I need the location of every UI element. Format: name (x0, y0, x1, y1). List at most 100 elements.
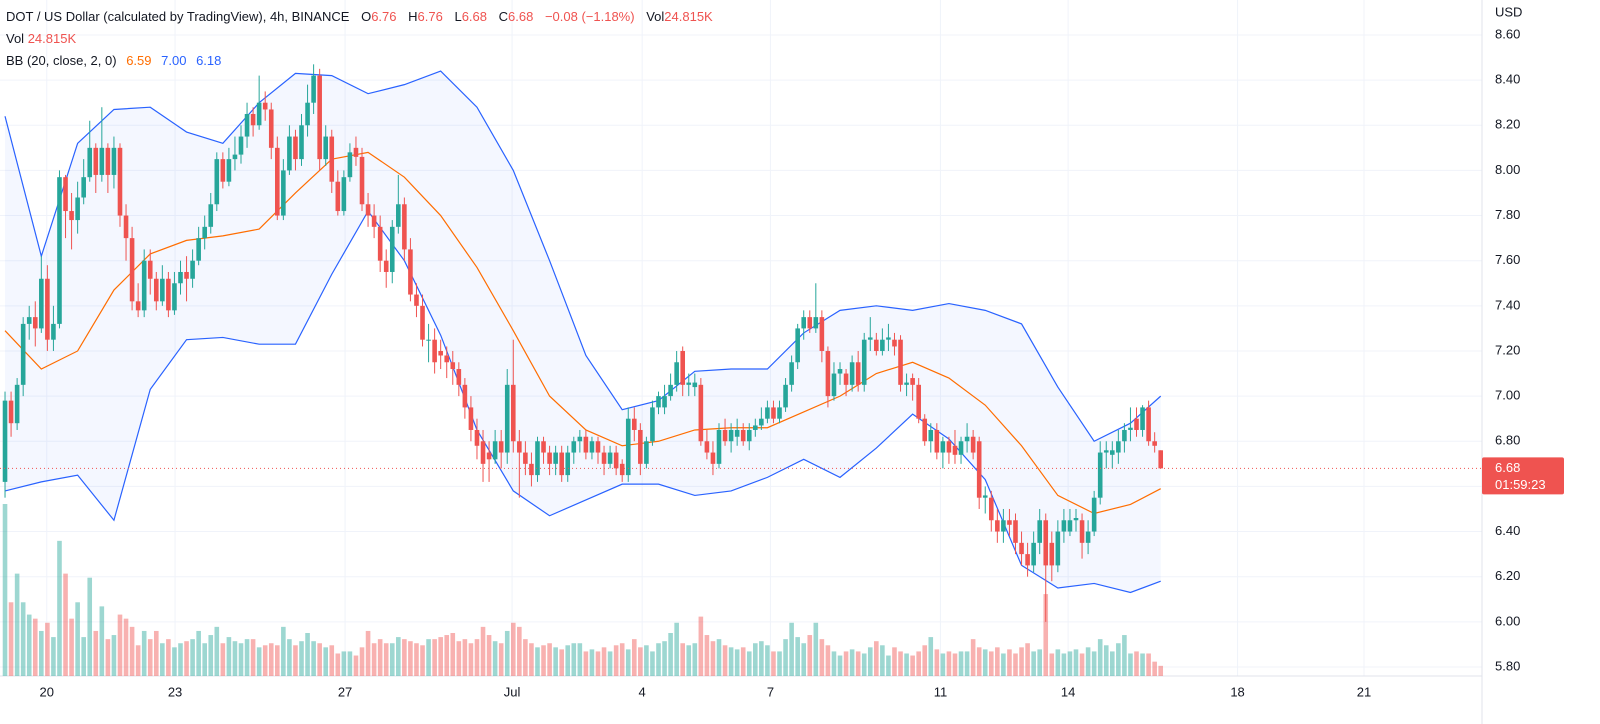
candle-body (2, 400, 8, 482)
volume-legend: Vol 24.815K (6, 28, 713, 50)
volume-bar (1103, 645, 1109, 676)
candle-body (692, 382, 698, 388)
volume-bar (795, 637, 800, 676)
volume-bar (117, 614, 123, 676)
volume-bar (1085, 647, 1091, 676)
volume-bar (982, 649, 988, 676)
volume-bar (172, 647, 177, 676)
volume-bar (141, 630, 147, 676)
volume-bar (238, 643, 244, 676)
candle-body (281, 170, 286, 216)
candle-body (57, 177, 62, 324)
candle-body (32, 317, 38, 329)
volume-bar (1079, 653, 1085, 676)
volume-bar (589, 649, 595, 676)
vol-label[interactable]: Vol (6, 31, 25, 46)
candle-body (105, 147, 111, 175)
volume-bar (226, 637, 232, 676)
candle-body (244, 113, 250, 137)
candle-body (704, 441, 710, 453)
candle-body (995, 520, 1000, 532)
candle-body (910, 378, 915, 385)
candle-body (468, 407, 474, 430)
candle-body (1146, 407, 1151, 442)
volume-bar (680, 643, 686, 676)
candle-body (402, 204, 407, 250)
candle-body (625, 418, 631, 476)
ohlc-value: 6.76 (371, 9, 397, 24)
volume-bar (710, 641, 716, 676)
x-tick-label: 7 (767, 684, 774, 699)
volume-bar (486, 635, 492, 676)
candle-body (1037, 520, 1042, 543)
candle-body (771, 407, 776, 419)
volume-bar (371, 643, 377, 676)
volume-bar (613, 645, 619, 676)
volume-bar (426, 639, 431, 676)
candle-body (607, 452, 613, 464)
candle-body (20, 323, 26, 385)
y-tick-label: 8.40 (1495, 72, 1520, 87)
volume-bar (20, 602, 26, 676)
ohlc-legend: DOT / US Dollar (calculated by TradingVi… (6, 6, 713, 28)
volume-bar (75, 602, 80, 676)
candle-body (26, 317, 32, 324)
candle-body (1043, 520, 1049, 566)
volume-bar (99, 606, 105, 676)
candle-body (474, 429, 480, 446)
volume-bar (2, 504, 8, 676)
volume-bar (1110, 651, 1115, 676)
bb-label[interactable]: BB (20, close, 2, 0) (6, 53, 117, 68)
candle-body (353, 147, 359, 157)
candle-body (801, 317, 807, 329)
volume-bar (456, 641, 462, 676)
candle-body (880, 339, 885, 351)
volume-bar (547, 643, 552, 676)
y-tick-label: 8.60 (1495, 26, 1520, 41)
volume-bar (1122, 635, 1127, 676)
candle-body (577, 436, 583, 442)
candle-body (898, 339, 903, 385)
price-tag-value: 6.68 (1495, 460, 1520, 475)
candle-body (147, 260, 153, 279)
volume-bar (365, 630, 371, 676)
volume-bar (111, 635, 117, 676)
volume-bar (57, 540, 62, 676)
candle-body (765, 407, 770, 419)
candle-body (837, 369, 843, 374)
volume-bar (1146, 653, 1151, 676)
candle-body (1085, 531, 1091, 543)
volume-bar (1091, 651, 1097, 676)
volume-bar (69, 618, 74, 676)
candle-body (329, 136, 335, 182)
candle-body (613, 452, 619, 469)
volume-bar (147, 639, 153, 676)
volume-bar (650, 651, 655, 676)
symbol-title[interactable]: DOT / US Dollar (calculated by TradingVi… (6, 9, 350, 24)
volume-bar (275, 645, 280, 676)
volume-bar (414, 643, 419, 676)
volume-bar (105, 639, 111, 676)
candle-body (456, 369, 462, 385)
candle-body (135, 301, 141, 311)
candle-body (123, 215, 129, 239)
volume-bar (408, 641, 413, 676)
y-tick-label: 7.00 (1495, 388, 1520, 403)
volume-bar (1007, 649, 1012, 676)
volume-bar (638, 647, 643, 676)
volume-bar (910, 655, 915, 676)
candle-body (529, 463, 534, 476)
volume-bar (722, 645, 728, 676)
ohlc-label: L (454, 9, 462, 24)
volume-bar (867, 647, 873, 676)
volume-bar (765, 645, 770, 676)
volume-bar (831, 651, 837, 676)
volume-bar (51, 637, 56, 676)
candle-body (1091, 497, 1097, 532)
y-tick-label: 5.80 (1495, 658, 1520, 673)
volume-bar (1116, 643, 1121, 676)
volume-bar (898, 651, 903, 676)
volume-bar (256, 647, 262, 676)
volume-bar (438, 637, 443, 676)
candle-body (740, 429, 746, 442)
